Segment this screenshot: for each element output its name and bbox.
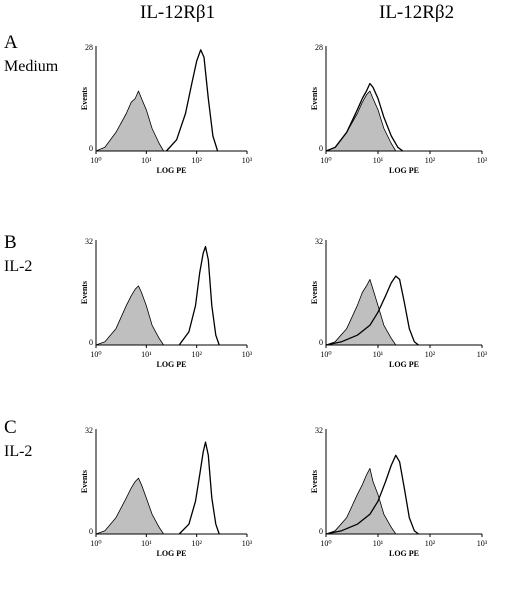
histogram-a-il12rb1: 10⁰ 10¹ 10² 10³ 28 0 Events LOG PE <box>80 43 253 175</box>
control-histogram-0 <box>95 90 164 152</box>
y-tick-zero-2: 0 <box>89 338 93 347</box>
stained-histogram-3 <box>325 275 419 346</box>
column-header-il12rb2: IL-12Rβ2 <box>379 2 455 23</box>
control-histogram-5 <box>325 468 397 535</box>
control-histogram-3 <box>325 279 397 346</box>
x-axis-label-5: LOG PE <box>389 549 419 558</box>
row-c-letter: C <box>4 417 17 438</box>
x-tick-label-0-1: 10¹ <box>141 156 152 165</box>
x-axis-label-2: LOG PE <box>156 360 186 369</box>
x-tick-label-2-3: 10³ <box>242 350 253 359</box>
histogram-a-il12rb2: 10⁰ 10¹ 10² 10³ 28 0 Events LOG PE <box>310 43 488 175</box>
histogram-b-il12rb1: 10⁰ 10¹ 10² 10³ 32 0 Events LOG PE <box>80 237 253 369</box>
y-tick-zero-1: 0 <box>319 144 323 153</box>
y-tick-zero-5: 0 <box>319 527 323 536</box>
y-tick-max-3: 32 <box>315 237 323 246</box>
y-axis-label-4: Events <box>80 470 89 493</box>
x-tick-label-5-0: 10⁰ <box>320 539 331 548</box>
x-tick-label-2-0: 10⁰ <box>90 350 101 359</box>
x-tick-label-3-0: 10⁰ <box>320 350 331 359</box>
row-b-label: IL-2 <box>4 258 33 275</box>
column-header-il12rb1: IL-12Rβ1 <box>140 2 216 23</box>
x-tick-label-2-2: 10² <box>191 350 202 359</box>
control-histogram-2 <box>95 285 164 346</box>
y-axis-label-0: Events <box>80 87 89 110</box>
y-axis-label-3: Events <box>310 281 319 304</box>
x-tick-label-3-1: 10¹ <box>373 350 384 359</box>
x-tick-label-5-2: 10² <box>425 539 436 548</box>
x-tick-label-3-3: 10³ <box>477 350 488 359</box>
stained-histogram-1 <box>325 82 404 152</box>
x-tick-label-5-3: 10³ <box>477 539 488 548</box>
y-tick-max-2: 32 <box>85 237 93 246</box>
stained-histogram-2 <box>178 245 220 346</box>
row-c-label: IL-2 <box>4 443 33 460</box>
x-tick-label-0-0: 10⁰ <box>90 156 101 165</box>
x-axis-label-1: LOG PE <box>389 166 419 175</box>
histogram-c-il12rb1: 10⁰ 10¹ 10² 10³ 32 0 Events LOG PE <box>80 426 253 558</box>
x-tick-label-1-1: 10¹ <box>373 156 384 165</box>
x-axis-label-0: LOG PE <box>156 166 186 175</box>
stained-histogram-4 <box>178 441 220 535</box>
y-axis-label-2: Events <box>80 281 89 304</box>
y-tick-zero-0: 0 <box>89 144 93 153</box>
x-tick-label-1-3: 10³ <box>477 156 488 165</box>
histogram-c-il12rb2: 10⁰ 10¹ 10² 10³ 32 0 Events LOG PE <box>310 426 488 558</box>
stained-histogram-0 <box>165 49 219 152</box>
control-histogram-4 <box>95 477 164 535</box>
row-a-letter: A <box>4 32 18 53</box>
x-tick-label-4-2: 10² <box>191 539 202 548</box>
x-tick-label-1-2: 10² <box>425 156 436 165</box>
stained-histogram-5 <box>325 454 419 535</box>
x-tick-label-0-3: 10³ <box>242 156 253 165</box>
histogram-b-il12rb2: 10⁰ 10¹ 10² 10³ 32 0 Events LOG PE <box>310 237 488 369</box>
x-tick-label-4-3: 10³ <box>242 539 253 548</box>
x-axis-label-3: LOG PE <box>389 360 419 369</box>
row-b-letter: B <box>4 232 17 253</box>
y-axis-label-5: Events <box>310 470 319 493</box>
x-tick-label-4-1: 10¹ <box>141 539 152 548</box>
y-tick-max-5: 32 <box>315 426 323 435</box>
x-tick-label-3-2: 10² <box>425 350 436 359</box>
x-tick-label-1-0: 10⁰ <box>320 156 331 165</box>
y-tick-zero-4: 0 <box>89 527 93 536</box>
x-tick-label-5-1: 10¹ <box>373 539 384 548</box>
row-a-label: Medium <box>4 58 59 75</box>
x-axis-label-4: LOG PE <box>156 549 186 558</box>
y-tick-zero-3: 0 <box>319 338 323 347</box>
x-tick-label-0-2: 10² <box>191 156 202 165</box>
y-tick-max-4: 32 <box>85 426 93 435</box>
y-axis-label-1: Events <box>310 87 319 110</box>
x-tick-label-2-1: 10¹ <box>141 350 152 359</box>
x-tick-label-4-0: 10⁰ <box>90 539 101 548</box>
y-tick-max-1: 28 <box>315 43 323 52</box>
y-tick-max-0: 28 <box>85 43 93 52</box>
